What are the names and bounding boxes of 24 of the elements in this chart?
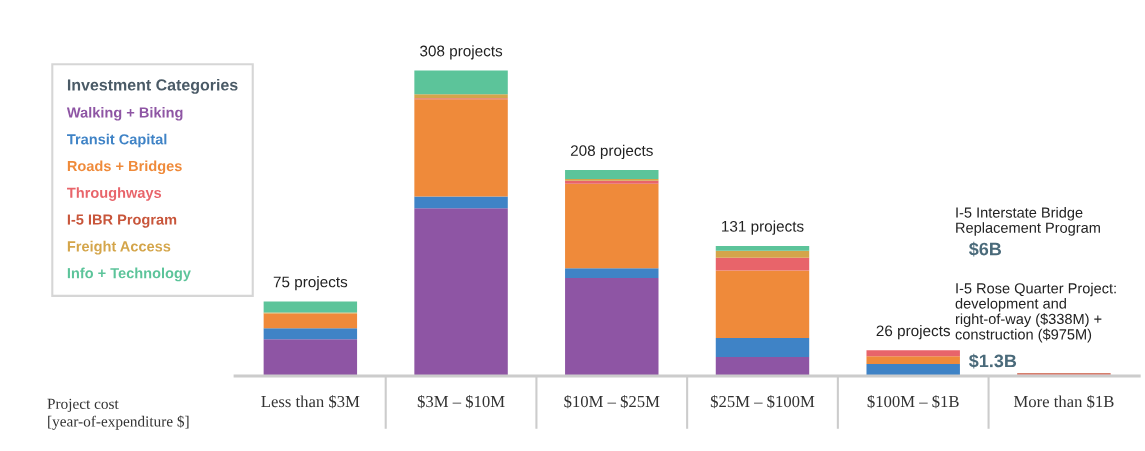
annotation: 308 projects xyxy=(420,45,503,60)
annotation: 75 projects xyxy=(273,276,348,291)
annotation: $1.3B xyxy=(968,353,1017,369)
x-tick-label: $25M – $100M xyxy=(710,394,815,409)
text: Throughways xyxy=(67,187,162,201)
legend-title: Investment Categories xyxy=(67,78,238,94)
x-tick-label: $100M – $1B xyxy=(867,394,959,409)
text: I-5 IBR Program xyxy=(67,214,177,228)
x-axis-title: Project cost [year-of-expenditure $] xyxy=(47,398,189,430)
text: Info + Technology xyxy=(67,267,191,282)
x-tick-label: $3M – $10M xyxy=(417,394,505,409)
text: Freight Access xyxy=(67,240,171,255)
text: Roads + Bridges xyxy=(67,160,182,175)
text: Transit Capital xyxy=(67,133,167,148)
annotation: 208 projects xyxy=(570,144,653,160)
annotation: $6B xyxy=(968,241,1002,257)
annotation: I-5 Rose Quarter Project: development and right-of-way ($338M) + construction ($975M) xyxy=(955,282,1116,343)
x-tick-label: Less than $3M xyxy=(261,394,360,409)
x-tick-label: More than $1B xyxy=(1013,394,1114,409)
x-tick-label: $10M – $25M xyxy=(564,394,660,409)
annotation: I-5 Interstate Bridge Replacement Program xyxy=(956,207,1100,236)
annotation: 131 projects xyxy=(722,220,804,235)
annotation: 26 projects xyxy=(876,324,951,340)
text: Walking + Biking xyxy=(66,106,183,121)
